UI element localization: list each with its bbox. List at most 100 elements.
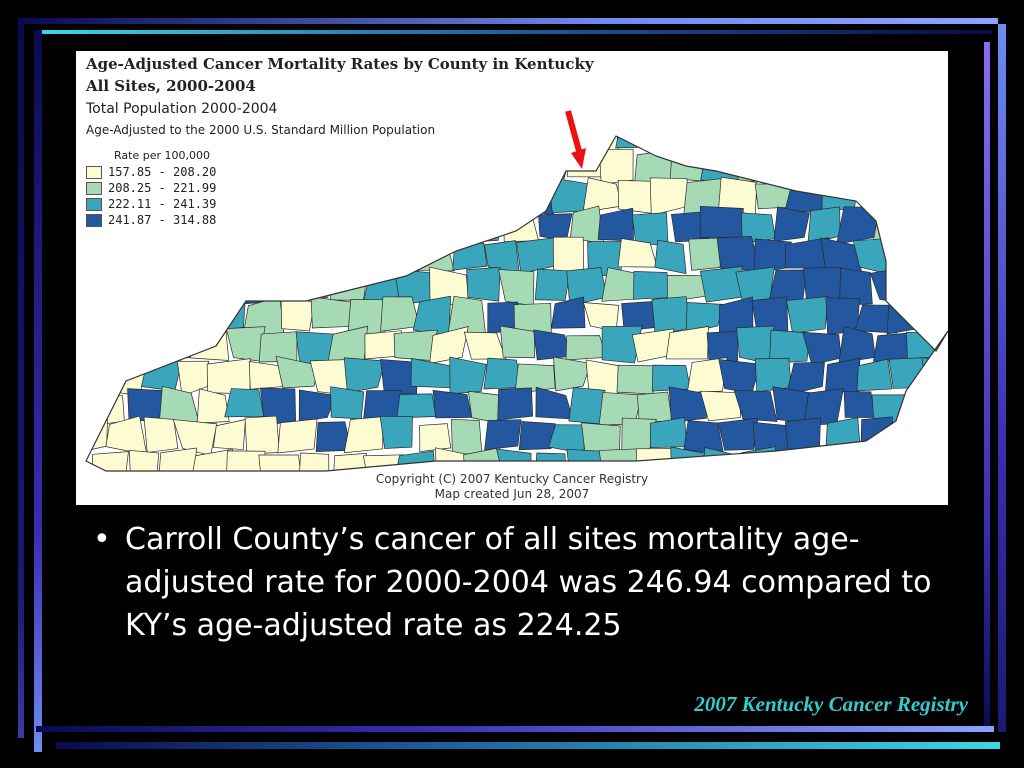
county-region <box>769 329 811 364</box>
county-region <box>503 208 540 243</box>
legend-swatch <box>86 214 102 227</box>
county-region <box>445 136 489 154</box>
county-region <box>699 390 741 422</box>
county-region <box>601 325 643 364</box>
county-region <box>410 357 452 389</box>
map-title-line2: All Sites, 2000-2004 <box>86 77 256 95</box>
county-region <box>343 416 384 454</box>
county-region <box>548 424 585 454</box>
county-region <box>840 149 877 181</box>
county-region <box>550 296 586 329</box>
legend-swatch <box>86 182 102 195</box>
county-region <box>258 454 302 471</box>
county-region <box>534 268 571 301</box>
county-region <box>377 181 420 212</box>
county-region <box>498 269 535 307</box>
county-region <box>210 302 246 332</box>
county-region <box>465 207 501 243</box>
county-region <box>686 357 728 393</box>
county-region <box>244 415 280 455</box>
county-region <box>276 242 318 277</box>
county-region <box>298 210 330 239</box>
county-region <box>86 301 115 336</box>
county-region <box>890 418 928 452</box>
legend-swatch <box>86 166 102 179</box>
county-region <box>296 268 329 304</box>
county-region <box>381 237 420 276</box>
county-region <box>157 447 197 471</box>
county-region <box>196 388 230 424</box>
county-region <box>654 239 687 275</box>
county-region <box>279 175 318 212</box>
county-region <box>88 328 127 364</box>
county-region <box>138 240 176 272</box>
county-region <box>178 236 214 270</box>
county-region <box>649 177 690 216</box>
county-region <box>463 331 507 360</box>
county-region <box>225 326 266 362</box>
county-region <box>854 136 891 156</box>
county-region <box>451 182 486 214</box>
county-region <box>860 416 895 454</box>
county-region <box>941 267 948 299</box>
county-region <box>718 359 762 394</box>
county-region <box>127 388 165 422</box>
county-region <box>92 392 125 426</box>
frame-top-bar <box>18 18 998 24</box>
county-region <box>313 238 351 275</box>
county-region <box>665 326 709 360</box>
county-region <box>924 136 948 154</box>
county-region <box>128 449 160 471</box>
county-region <box>785 361 825 396</box>
legend-swatch <box>86 198 102 211</box>
kentucky-county-map <box>85 110 948 472</box>
county-region <box>224 388 265 418</box>
county-region <box>246 178 284 214</box>
county-region <box>361 210 401 243</box>
county-region <box>533 329 572 361</box>
county-region <box>802 331 842 366</box>
map-title-line1: Age-Adjusted Cancer Mortality Rates by C… <box>86 55 594 73</box>
county-region <box>432 209 472 246</box>
county-region <box>86 356 113 390</box>
county-region <box>206 358 251 395</box>
county-region <box>311 177 346 212</box>
frame-left-bar <box>18 18 24 738</box>
county-region <box>295 146 336 184</box>
county-region <box>648 136 689 156</box>
county-region <box>361 151 401 182</box>
county-region <box>518 421 556 451</box>
county-region <box>786 296 829 334</box>
frame-right-bar <box>998 24 1006 732</box>
frame-bottom-bar <box>36 726 994 732</box>
map-subtitle-line2: Age-Adjusted to the 2000 U.S. Standard M… <box>86 123 436 137</box>
legend-label: 208.25 - 221.99 <box>108 181 217 195</box>
county-region <box>886 298 927 335</box>
county-region <box>227 269 262 306</box>
county-region <box>208 237 247 268</box>
legend-label: 241.87 - 314.88 <box>108 213 217 227</box>
county-region <box>343 357 386 393</box>
county-region <box>925 178 948 211</box>
frame-right-inner-bar <box>984 42 990 732</box>
county-region <box>343 176 380 210</box>
county-region <box>736 325 775 365</box>
county-region <box>110 300 146 334</box>
county-region <box>854 304 897 334</box>
county-region <box>127 265 165 304</box>
county-region <box>804 149 846 185</box>
county-region <box>636 391 673 422</box>
county-region <box>553 356 592 392</box>
legend-label: 222.11 - 241.39 <box>108 197 217 211</box>
county-region <box>140 360 183 392</box>
county-region <box>751 136 791 154</box>
county-region <box>327 208 371 242</box>
county-region <box>582 177 623 213</box>
county-region <box>449 356 487 395</box>
county-region <box>258 266 297 306</box>
county-region <box>685 302 724 334</box>
county-region <box>484 419 522 451</box>
county-region <box>262 149 301 184</box>
county-region <box>277 418 318 454</box>
county-region <box>887 235 930 275</box>
